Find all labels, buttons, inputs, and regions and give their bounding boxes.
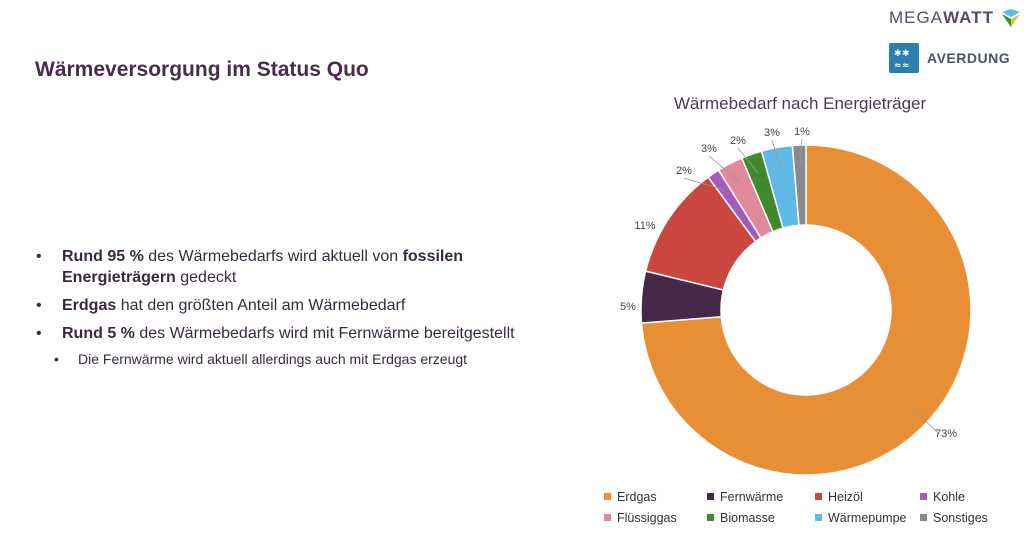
legend-row: Flüssiggas Biomasse Wärmepumpe Sonstiges bbox=[604, 507, 1004, 528]
bullet-text-segment: gedeckt bbox=[175, 269, 237, 286]
svg-text:✱✱: ✱✱ bbox=[894, 49, 910, 59]
chart-legend: Erdgas Fernwärme Heizöl Kohle Flüssiggas Biom… bbox=[604, 486, 1004, 528]
legend-item: Kohle bbox=[920, 486, 1000, 507]
bullet-item: • Rund 5 % des Wärmebedarfs wird mit Fern… bbox=[36, 325, 515, 342]
legend-swatch bbox=[707, 514, 714, 521]
data-label-fernwärme: 5% bbox=[620, 301, 636, 313]
legend-swatch bbox=[604, 514, 611, 521]
legend-item: Erdgas bbox=[604, 486, 707, 507]
svg-text:≈≈: ≈≈ bbox=[894, 61, 910, 71]
data-label-heizöl: 11% bbox=[634, 220, 655, 232]
bullet-text-segment: hat den größten Anteil am Wärmebedarf bbox=[116, 297, 406, 314]
chart-title: Wärmebedarf nach Energieträger bbox=[673, 94, 927, 113]
legend-item: Biomasse bbox=[707, 507, 815, 528]
legend-label: Flüssiggas bbox=[617, 510, 677, 525]
logo-text-mega: MEGA bbox=[889, 8, 944, 27]
bullet-item: • Rund 95 % des Wärmebedarfs wird aktuell… bbox=[36, 248, 464, 286]
averdung-logo: ✱✱ ≈≈ AVERDUNG bbox=[889, 43, 1010, 73]
legend-swatch bbox=[920, 493, 927, 500]
leader-line bbox=[737, 147, 759, 174]
data-label-sonstiges: 1% bbox=[794, 126, 810, 138]
data-label-wärmepumpe: 3% bbox=[764, 127, 780, 139]
legend-label: Kohle bbox=[933, 489, 965, 504]
data-label-erdgas: 73% bbox=[935, 428, 957, 440]
leader-line bbox=[708, 155, 740, 182]
bullet-text: Rund 95 % des Wärmebedarfs wird aktuell … bbox=[62, 248, 463, 286]
bullet-text: Erdgas hat den größten Anteil am Wärmebe… bbox=[62, 297, 405, 314]
legend-swatch bbox=[920, 514, 927, 521]
legend-item: Flüssiggas bbox=[604, 507, 707, 528]
legend-row: Erdgas Fernwärme Heizöl Kohle bbox=[604, 486, 1004, 507]
leader-line bbox=[683, 177, 725, 191]
bullet-bold-text: fossilen Energieträgern bbox=[62, 248, 464, 286]
legend-swatch bbox=[815, 493, 822, 500]
legend-item: Sonstiges bbox=[920, 507, 1000, 528]
legend-swatch bbox=[815, 514, 822, 521]
leader-line bbox=[799, 138, 803, 166]
legend-label: Sonstiges bbox=[933, 510, 988, 525]
slide-title: Wärmeversorgung im Status Quo bbox=[35, 58, 369, 81]
averdung-mark-icon: ✱✱ ≈≈ bbox=[889, 43, 919, 73]
sub-bullet-item: • Die Fernwärme wird aktuell allerdings a… bbox=[54, 351, 468, 367]
bullet-item: • Erdgas hat den größten Anteil am Wärmeb… bbox=[36, 297, 406, 314]
data-label-biomasse: 2% bbox=[730, 135, 746, 147]
leader-line bbox=[912, 408, 939, 434]
slice-sonstiges bbox=[791, 144, 807, 227]
legend-swatch bbox=[604, 493, 611, 500]
legend-label: Biomasse bbox=[720, 510, 775, 525]
megawatt-logo: MEGAWATT bbox=[889, 8, 1022, 28]
legend-item: Heizöl bbox=[815, 486, 920, 507]
bullet-bold-text: Erdgas bbox=[62, 297, 117, 314]
bullet-list: • Rund 95 % des Wärmebedarfs wird aktuell… bbox=[36, 246, 516, 377]
bullet-text: Rund 5 % des Wärmebedarfs wird mit Fernw… bbox=[62, 325, 515, 342]
legend-label: Erdgas bbox=[617, 489, 657, 504]
megawatt-mark-icon bbox=[1001, 9, 1020, 27]
data-label-flüssiggas: 3% bbox=[701, 143, 717, 155]
logo-text-watt: WATT bbox=[943, 8, 994, 27]
averdung-text: AVERDUNG bbox=[927, 50, 1011, 66]
legend-label: Wärmepumpe bbox=[828, 510, 907, 525]
data-label-kohle: 2% bbox=[676, 165, 692, 177]
bullet-bold-text: Rund 5 % bbox=[62, 325, 135, 342]
legend-item: Wärmepumpe bbox=[815, 507, 920, 528]
bullet-bold-text: Rund 95 % bbox=[62, 248, 144, 265]
bullet-text-segment: des Wärmebedarfs wird aktuell von bbox=[143, 248, 403, 265]
bullet-text-segment: des Wärmebedarfs wird mit Fernwärme bere… bbox=[134, 325, 515, 342]
legend-item: Fernwärme bbox=[707, 486, 815, 507]
slice-erdgas bbox=[640, 144, 972, 476]
sub-bullet-text: Die Fernwärme wird aktuell allerdings au… bbox=[78, 351, 468, 367]
legend-label: Heizöl bbox=[828, 489, 863, 504]
legend-label: Fernwärme bbox=[720, 489, 784, 504]
leader-line bbox=[771, 139, 781, 168]
legend-swatch bbox=[707, 493, 714, 500]
